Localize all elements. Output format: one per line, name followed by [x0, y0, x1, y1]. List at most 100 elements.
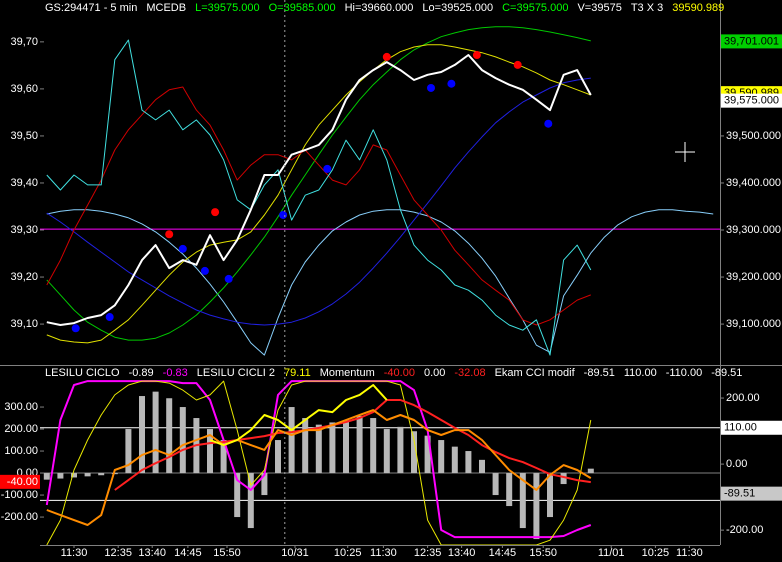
y-tick-label: 39,10 [10, 318, 38, 330]
x-tick-label: 12:35 [104, 547, 132, 559]
x-tick-label: 13:40 [138, 547, 166, 559]
header-item: GS:294471 - 5 min [45, 2, 138, 14]
series-line [46, 39, 592, 356]
y-tick-label: -100.00 [1, 489, 38, 501]
histogram-bar [343, 420, 349, 474]
histogram-bar [71, 473, 77, 478]
signal-dot [224, 274, 233, 283]
histogram-bar [519, 473, 526, 529]
histogram-bar [533, 473, 540, 540]
x-tick-label: 15:50 [529, 547, 557, 559]
value-box [721, 420, 782, 435]
header-item: -0.83 [162, 367, 188, 379]
histogram-bar [111, 473, 118, 475]
plot-area [40, 26, 720, 356]
header-item: -89.51 [711, 367, 743, 379]
histogram-bar [370, 418, 377, 474]
series-line [46, 77, 591, 326]
header-item: Hi=39660.000 [344, 2, 414, 14]
signal-dot [178, 244, 187, 253]
series-line [209, 384, 388, 447]
x-tick-label: 10:25 [642, 547, 670, 559]
histogram-bar [43, 473, 50, 480]
x-tick-label: 11:30 [370, 547, 397, 559]
header-item: Ekam CCI modif [494, 367, 575, 379]
x-tick-label: 11/01 [598, 547, 625, 559]
header-item: -110.00 [665, 367, 703, 379]
histogram-bar [288, 407, 295, 474]
y-tick-label: 39,60 [10, 83, 38, 95]
signal-dot [427, 83, 435, 92]
value-box [721, 93, 782, 108]
histogram-bar [438, 440, 445, 474]
histogram-bar [356, 415, 363, 474]
signal-dot [447, 79, 456, 88]
header-item: 0.00 [423, 367, 446, 379]
value-box-label: 39,575.000 [724, 95, 779, 107]
plot-area [40, 380, 720, 545]
header: LESILU CICLO -0.89 -0.83 LESILU CICLI 2 79.1… [45, 367, 742, 380]
histogram-bar [207, 429, 213, 474]
signal-dot [382, 52, 391, 61]
x-tick-label: 11:30 [61, 547, 88, 559]
x-tick-label: 11:30 [676, 547, 703, 559]
histogram-bar [397, 426, 404, 474]
histogram-bar [329, 422, 336, 474]
header-item: O=39585.000 [268, 2, 336, 14]
series-line [46, 86, 591, 326]
y-tick-label: 39,50 [10, 130, 38, 142]
series-line [46, 409, 592, 526]
histogram-bar [179, 407, 186, 474]
series-line [114, 399, 591, 491]
histogram-bar [560, 473, 567, 485]
histogram-bar [315, 424, 322, 474]
series-line [46, 54, 592, 326]
signal-dot [513, 60, 522, 69]
histogram-bar [57, 473, 64, 479]
y-tick-label: 39,20 [10, 271, 38, 283]
y2-tick-label: 39,100.000 [726, 318, 781, 330]
header-item: -89.51 [583, 367, 615, 379]
histogram-bar [247, 473, 254, 529]
header: GS:294471 - 5 min MCEDB L=39575.000 O=39585… [45, 2, 724, 15]
header-item: Lo=39525.000 [422, 2, 494, 14]
histogram-bar [383, 429, 390, 474]
histogram-bar [125, 429, 132, 474]
histogram-bar [547, 473, 553, 518]
header-item: 39590.989 [672, 2, 725, 14]
histogram-bar [261, 473, 268, 496]
signal-dot [472, 51, 481, 60]
x-tick-label: 12:35 [414, 547, 442, 559]
header-item: T3 X 3 [630, 2, 664, 14]
signal-dot [279, 210, 288, 219]
signal-dot [323, 164, 332, 173]
value-box [721, 34, 782, 49]
series-line [46, 380, 592, 545]
y-tick-label: 39,40 [10, 177, 38, 189]
header-item: C=39575.000 [502, 2, 569, 14]
y-tick-label: 39,70 [10, 36, 38, 48]
histogram-bar [506, 473, 513, 507]
histogram-bar [275, 440, 281, 474]
histogram-bar [98, 473, 105, 476]
x-tick-label: 10/31 [281, 547, 309, 559]
value-box-label: 110.00 [724, 422, 757, 434]
histogram-bar [451, 446, 458, 474]
y-tick-label: 300.00 [4, 401, 38, 413]
y2-tick-label: 0.00 [726, 458, 747, 470]
signal-dot [71, 324, 80, 333]
histogram-bar [479, 459, 485, 474]
signal-dot [211, 208, 220, 217]
value-box [0, 474, 40, 489]
histogram-bar [492, 473, 499, 496]
histogram-bar [152, 391, 159, 474]
y-tick-label: 39,30 [10, 224, 38, 236]
value-box [721, 486, 782, 501]
value-box-label: 39,701.001 [724, 35, 779, 47]
header-item: -0.89 [128, 367, 154, 379]
header-item: LESILU CICLI 2 [196, 367, 276, 379]
x-tick-label: 14:45 [489, 547, 517, 559]
series-line [46, 44, 591, 344]
